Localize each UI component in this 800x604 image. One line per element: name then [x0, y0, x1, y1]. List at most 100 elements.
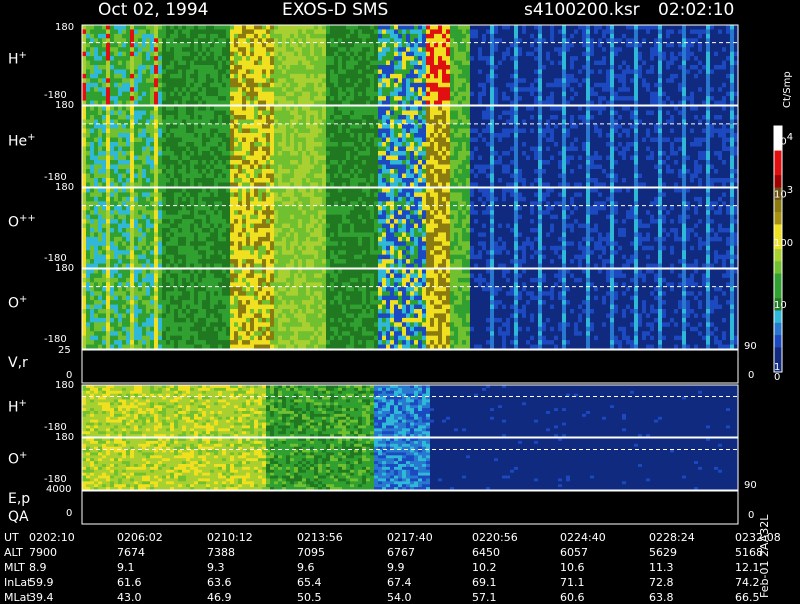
heatmap-cell: [690, 34, 695, 39]
heatmap-cell: [462, 69, 467, 74]
heatmap-cell: [650, 29, 655, 34]
heatmap-cell: [482, 165, 487, 170]
heatmap-cell: [550, 29, 555, 34]
heatmap-cell: [230, 52, 235, 57]
heatmap-cell: [138, 96, 143, 101]
heatmap-cell: [370, 178, 375, 183]
heatmap-cell: [138, 52, 143, 57]
heatmap-cell: [482, 178, 487, 183]
heatmap-cell: [246, 52, 251, 57]
heatmap-cell: [414, 61, 419, 66]
heatmap-cell: [274, 124, 279, 129]
heatmap-cell: [550, 92, 555, 97]
heatmap-cell: [342, 115, 347, 120]
heatmap-cell: [94, 34, 99, 39]
heatmap-cell: [402, 78, 407, 83]
heatmap-cell: [586, 69, 591, 74]
heatmap-cell: [166, 106, 171, 111]
heatmap-cell: [366, 138, 371, 143]
heatmap-cell: [402, 156, 407, 161]
heatmap-cell: [554, 47, 559, 52]
heatmap-cell: [238, 151, 243, 156]
heatmap-cell: [238, 160, 243, 165]
heatmap-cell: [666, 56, 671, 61]
heatmap-cell: [170, 151, 175, 156]
heatmap-cell: [90, 74, 95, 79]
heatmap-cell: [314, 74, 319, 79]
heatmap-cell: [158, 129, 163, 134]
heatmap-cell: [130, 78, 135, 83]
heatmap-cell: [438, 34, 443, 39]
heatmap-cell: [478, 160, 483, 165]
heatmap-cell: [538, 78, 543, 83]
heatmap-cell: [510, 61, 515, 66]
heatmap-cell: [414, 74, 419, 79]
heatmap-cell: [146, 151, 151, 156]
heatmap-cell: [310, 43, 315, 48]
heatmap-cell: [182, 174, 187, 179]
heatmap-cell: [530, 87, 535, 92]
heatmap-cell: [546, 56, 551, 61]
heatmap-cell: [182, 34, 187, 39]
heatmap-cell: [322, 151, 327, 156]
heatmap-cell: [442, 178, 447, 183]
heatmap-cell: [178, 96, 183, 101]
heatmap-cell: [310, 169, 315, 174]
heatmap-cell: [154, 65, 159, 70]
heatmap-cell: [534, 129, 539, 134]
heatmap-cell: [374, 65, 379, 70]
heatmap-cell: [190, 83, 195, 88]
heatmap-cell: [94, 25, 99, 30]
heatmap-cell: [590, 96, 595, 101]
heatmap-cell: [278, 138, 283, 143]
heatmap-cell: [102, 133, 107, 138]
heatmap-cell: [178, 78, 183, 83]
heatmap-cell: [94, 129, 99, 134]
heatmap-cell: [366, 156, 371, 161]
heatmap-cell: [218, 52, 223, 57]
heatmap-cell: [710, 47, 715, 52]
heatmap-cell: [450, 52, 455, 57]
heatmap-cell: [122, 52, 127, 57]
heatmap-cell: [362, 87, 367, 92]
heatmap-cell: [194, 74, 199, 79]
heatmap-cell: [134, 124, 139, 129]
heatmap-cell: [366, 160, 371, 165]
heatmap-cell: [726, 25, 731, 30]
heatmap-cell: [454, 178, 459, 183]
heatmap-cell: [514, 165, 519, 170]
heatmap-cell: [510, 115, 515, 120]
heatmap-cell: [126, 65, 131, 70]
heatmap-cell: [338, 156, 343, 161]
heatmap-cell: [318, 52, 323, 57]
heatmap-cell: [682, 61, 687, 66]
heatmap-cell: [382, 124, 387, 129]
heatmap-cell: [402, 74, 407, 79]
heatmap-cell: [170, 78, 175, 83]
heatmap-cell: [226, 65, 231, 70]
heatmap-cell: [338, 92, 343, 97]
heatmap-cell: [302, 160, 307, 165]
heatmap-cell: [422, 83, 427, 88]
heatmap-cell: [538, 47, 543, 52]
heatmap-cell: [450, 92, 455, 97]
heatmap-cell: [230, 92, 235, 97]
heatmap-cell: [98, 151, 103, 156]
heatmap-cell: [302, 47, 307, 52]
heatmap-cell: [314, 142, 319, 147]
heatmap-cell: [238, 65, 243, 70]
heatmap-cell: [630, 74, 635, 79]
heatmap-cell: [306, 29, 311, 34]
heatmap-cell: [350, 165, 355, 170]
heatmap-cell: [406, 29, 411, 34]
heatmap-cell: [690, 25, 695, 30]
heatmap-cell: [590, 92, 595, 97]
heatmap-cell: [274, 142, 279, 147]
heatmap-cell: [614, 61, 619, 66]
heatmap-cell: [562, 43, 567, 48]
heatmap-cell: [462, 56, 467, 61]
heatmap-cell: [602, 78, 607, 83]
heatmap-cell: [238, 25, 243, 30]
heatmap-cell: [530, 160, 535, 165]
heatmap-cell: [110, 52, 115, 57]
